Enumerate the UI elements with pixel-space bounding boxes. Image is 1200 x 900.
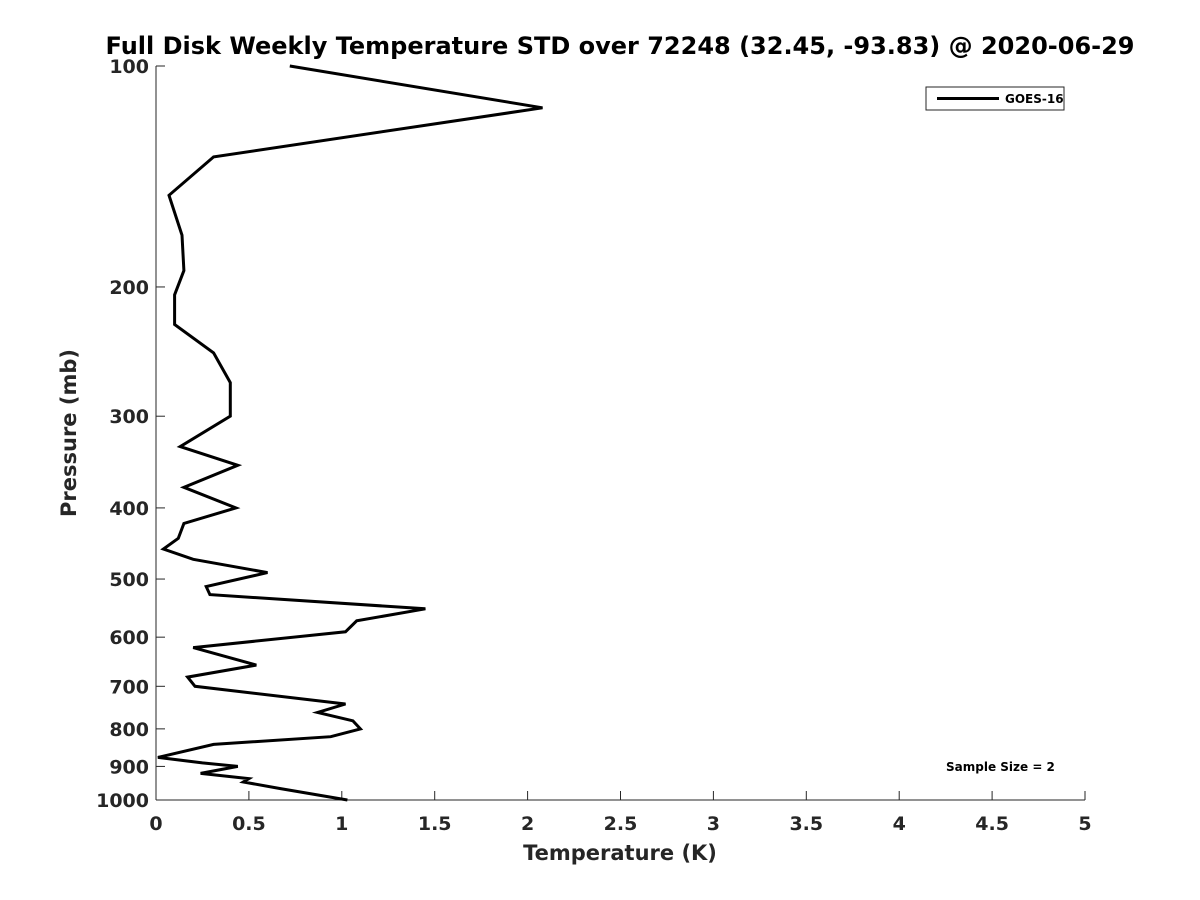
x-axis-label: Temperature (K) — [523, 841, 717, 865]
y-tick-label-700: 700 — [109, 676, 149, 698]
y-axis-ticks: 100 200 300 400 500 600 700 800 900 1000 — [96, 56, 165, 812]
y-axis-label: Pressure (mb) — [57, 349, 81, 517]
y-tick-label-600: 600 — [109, 627, 149, 649]
legend-entry-goes-16: GOES-16 — [1005, 92, 1064, 106]
y-tick-label-800: 800 — [109, 719, 149, 741]
chart-title: Full Disk Weekly Temperature STD over 72… — [106, 32, 1135, 60]
x-tick-label-4.5: 4.5 — [975, 813, 1009, 835]
x-tick-label-5: 5 — [1078, 813, 1091, 835]
y-tick-label-300: 300 — [109, 406, 149, 428]
legend: GOES-16 — [925, 86, 1065, 111]
x-tick-label-0: 0 — [149, 813, 162, 835]
x-tick-label-2.5: 2.5 — [604, 813, 638, 835]
y-tick-label-200: 200 — [109, 277, 149, 299]
sample-size-annotation: Sample Size = 2 — [946, 760, 1055, 774]
y-tick-label-400: 400 — [109, 498, 149, 520]
series-line-goes-16 — [157, 64, 543, 802]
x-tick-label-0.5: 0.5 — [232, 813, 266, 835]
x-tick-label-3.5: 3.5 — [789, 813, 823, 835]
y-tick-label-1000: 1000 — [96, 790, 149, 812]
y-tick-label-100: 100 — [109, 56, 149, 78]
y-tick-label-900: 900 — [109, 756, 149, 778]
x-tick-label-3: 3 — [707, 813, 720, 835]
x-tick-label-1: 1 — [335, 813, 348, 835]
x-tick-label-2: 2 — [521, 813, 534, 835]
x-axis-ticks: 0 0.5 1 1.5 2 2.5 3 3.5 4 4.5 5 — [149, 791, 1092, 835]
x-tick-label-1.5: 1.5 — [418, 813, 452, 835]
y-tick-label-500: 500 — [109, 569, 149, 591]
x-tick-label-4: 4 — [893, 813, 906, 835]
